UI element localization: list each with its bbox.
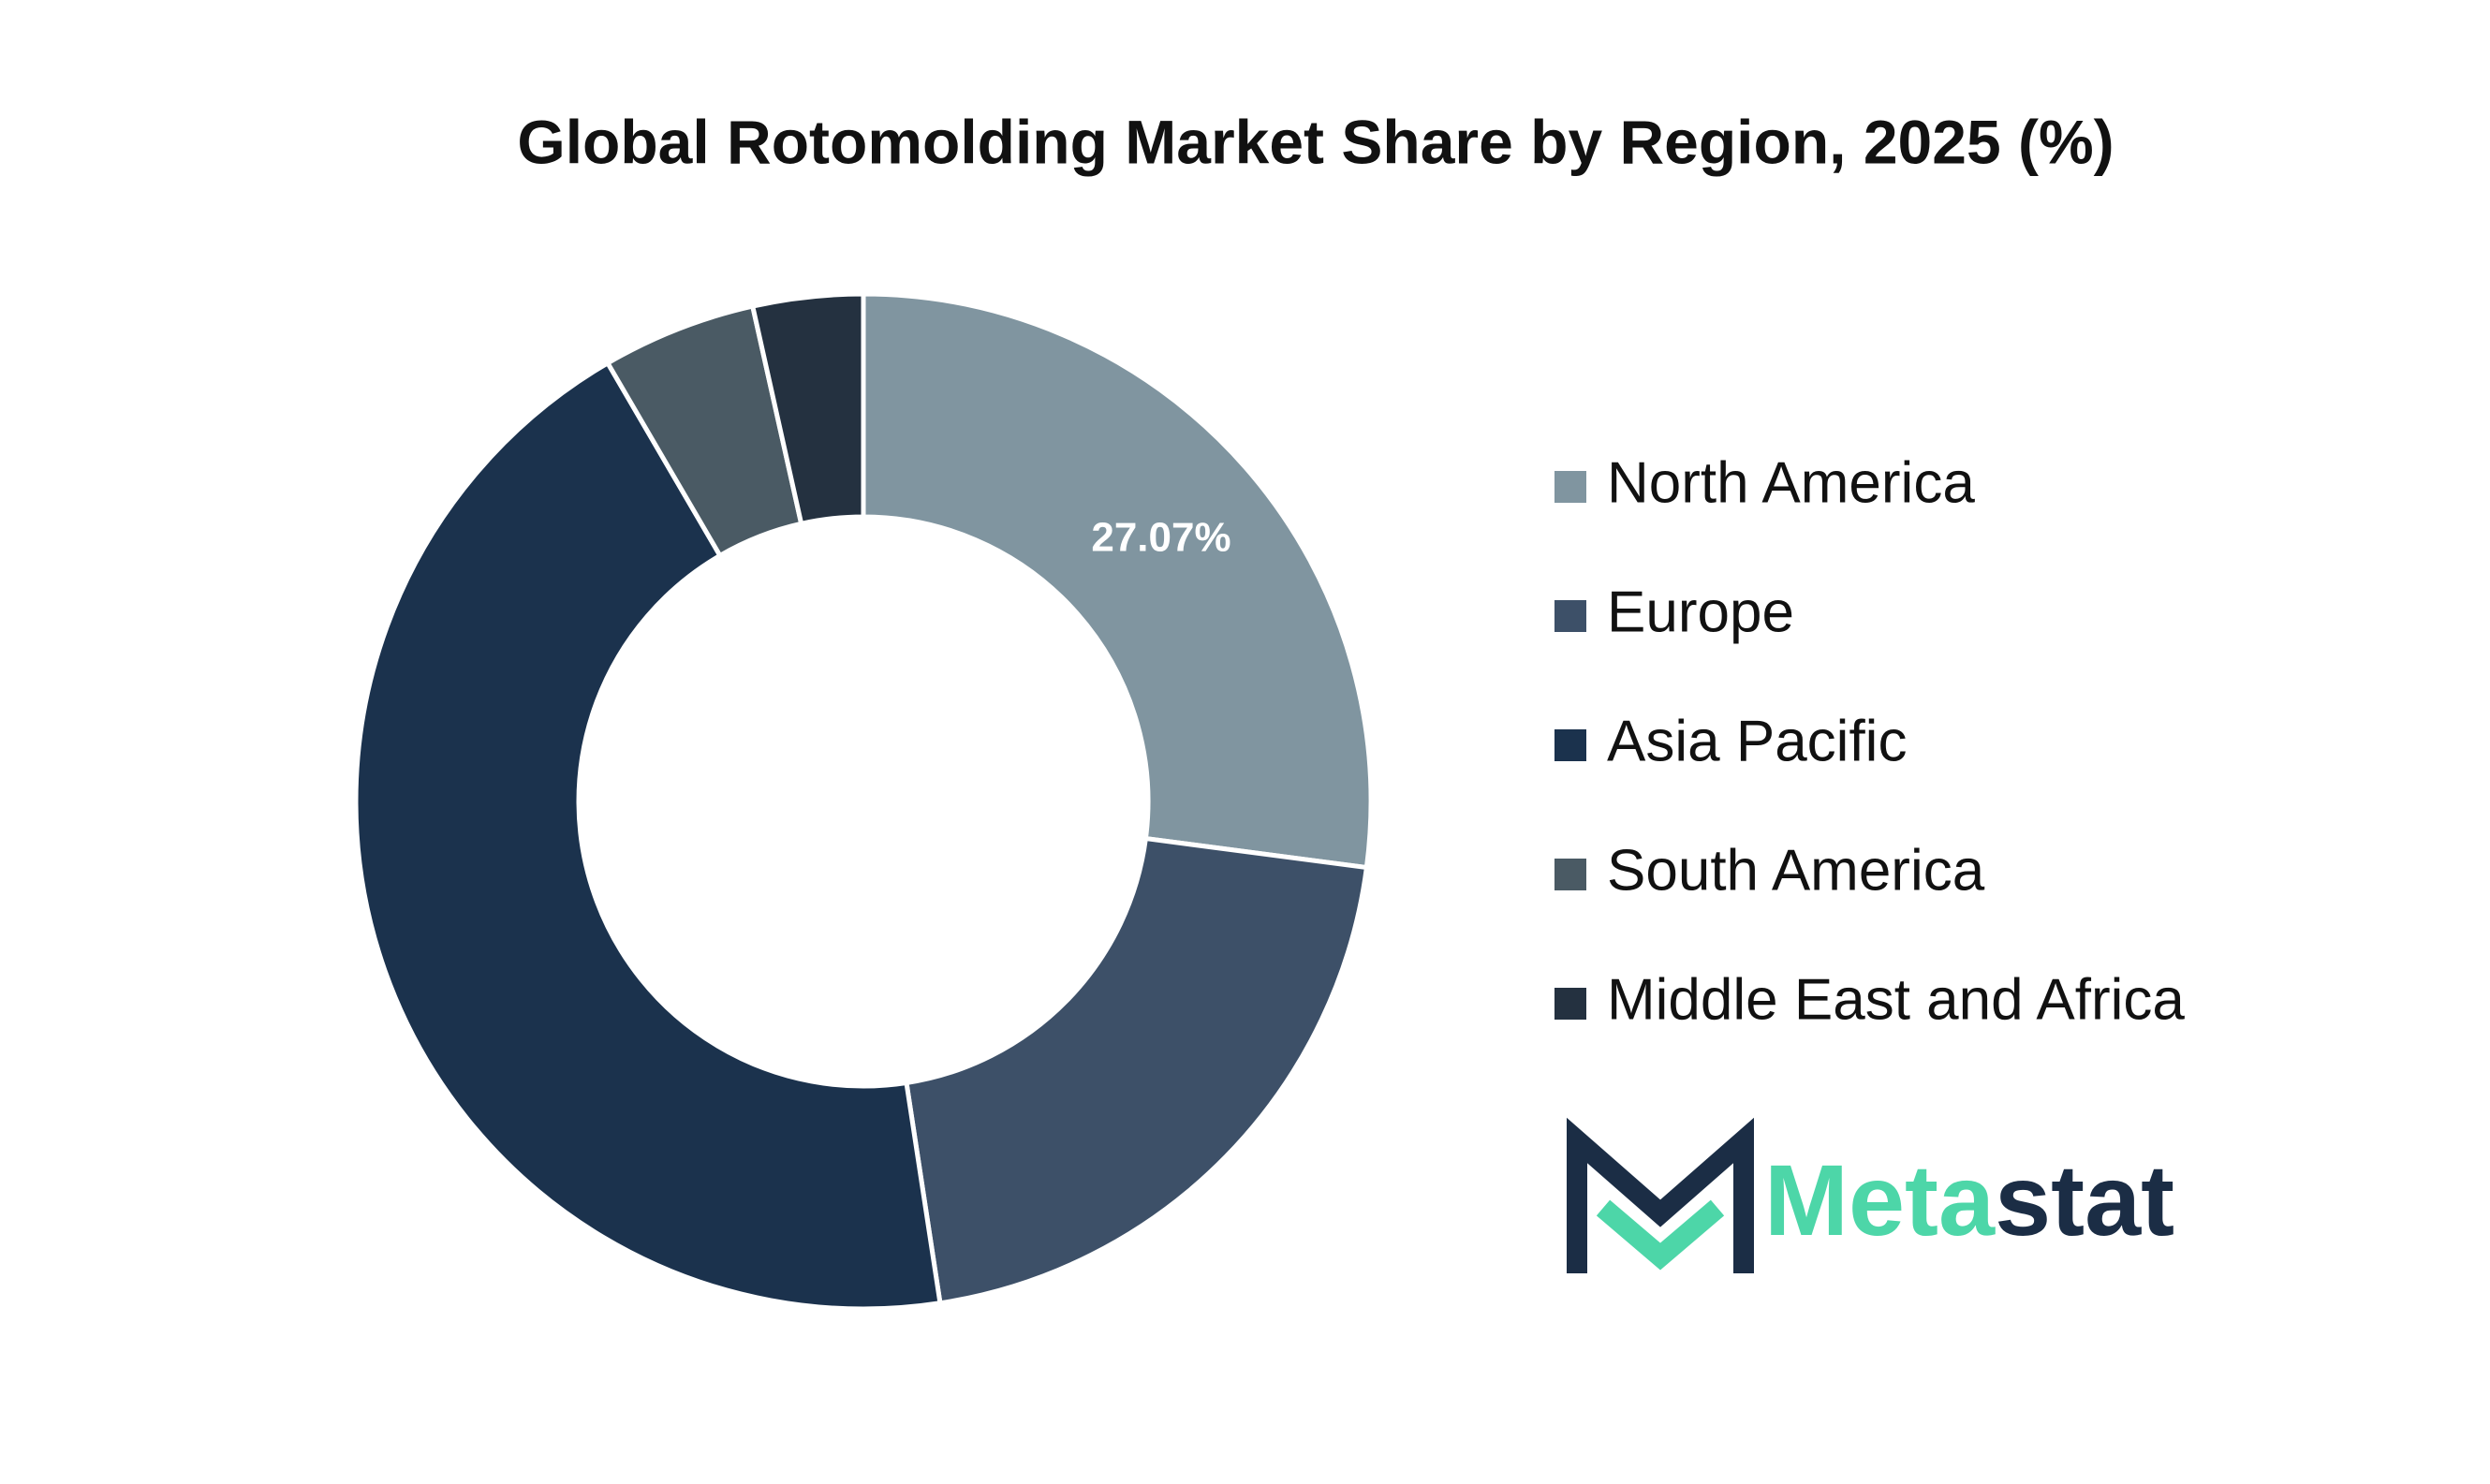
donut: 27.07%	[353, 291, 1374, 1312]
logo-icon-accent	[1596, 1199, 1725, 1271]
logo: Metastat	[1567, 1117, 2174, 1273]
legend-swatch	[1554, 471, 1586, 503]
logo-icon	[1567, 1117, 1754, 1273]
legend-swatch	[1554, 729, 1586, 761]
data-label: 27.07%	[1091, 515, 1230, 561]
legend-label: Europe	[1607, 580, 1794, 644]
logo-text-part: stat	[1995, 1143, 2174, 1256]
slice	[353, 360, 943, 1312]
legend-swatch	[1554, 988, 1586, 1020]
legend-label: Middle East and Africa	[1607, 967, 2185, 1032]
logo-text: Metastat	[1764, 1143, 2174, 1256]
legend-swatch	[1554, 600, 1586, 632]
legend-swatch	[1554, 859, 1586, 890]
legend-label: Asia Pacific	[1607, 709, 1907, 773]
logo-text-part: Meta	[1764, 1143, 1996, 1256]
slice	[904, 835, 1370, 1306]
slice	[749, 291, 866, 527]
legend: North America Europe Asia Pacific South Ame…	[1554, 450, 2185, 1032]
legend-label: North America	[1607, 450, 1975, 515]
chart-title: Global Rotomolding Market Share by Regio…	[517, 107, 2114, 176]
slice	[861, 291, 1374, 871]
legend-label: South America	[1607, 838, 1985, 903]
